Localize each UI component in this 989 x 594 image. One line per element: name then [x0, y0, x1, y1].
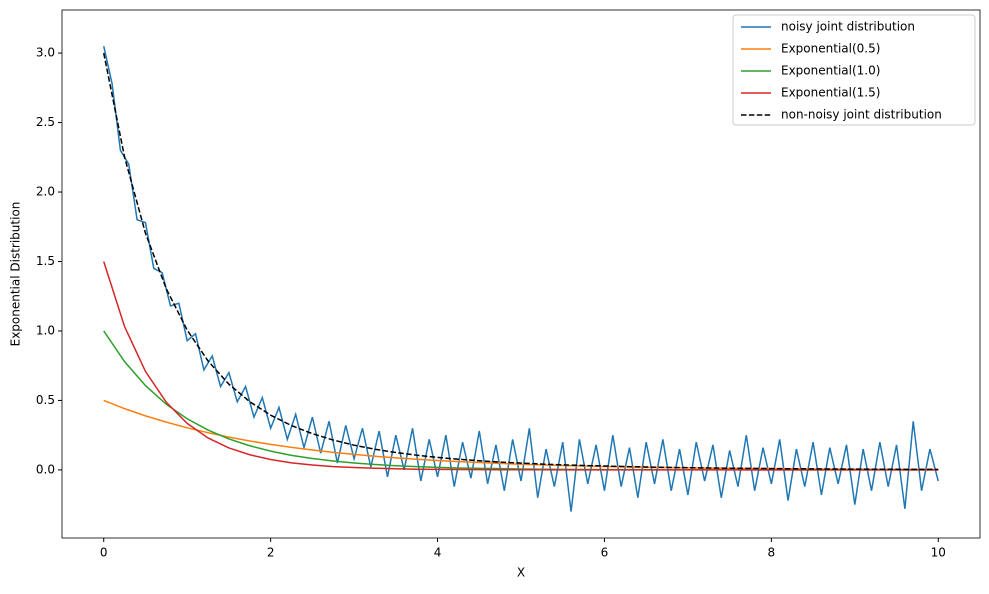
x-tick-label: 8: [768, 546, 776, 560]
x-axis-label: X: [517, 566, 525, 580]
series-line: [103, 330, 939, 471]
x-tick-label: 0: [100, 546, 108, 560]
series-line: [103, 261, 939, 471]
y-tick-label: 1.5: [36, 254, 55, 268]
legend-label: Exponential(0.5): [781, 42, 880, 56]
legend-box: [732, 14, 976, 126]
y-tick-label: 2.5: [36, 115, 55, 129]
series-line: [102, 45, 939, 512]
y-tick-label: 1.0: [36, 323, 55, 337]
y-tick-label: 0.5: [36, 393, 55, 407]
legend-label: Exponential(1.5): [781, 86, 880, 100]
x-tick-label: 10: [931, 546, 946, 560]
series-line: [102, 52, 939, 471]
y-tick-label: 2.0: [36, 185, 55, 199]
y-tick-label: 0.0: [36, 462, 55, 476]
legend-label: non-noisy joint distribution: [781, 108, 942, 122]
legend-label: Exponential(1.0): [781, 64, 880, 78]
x-tick-label: 4: [434, 546, 442, 560]
x-tick-label: 6: [601, 546, 609, 560]
legend-label: noisy joint distribution: [781, 20, 915, 34]
y-tick-label: 3.0: [36, 46, 55, 60]
x-tick-label: 2: [267, 546, 275, 560]
y-axis-label: Exponential Distribution: [9, 202, 23, 347]
plot-frame: [61, 9, 981, 539]
series-line: [103, 399, 939, 471]
